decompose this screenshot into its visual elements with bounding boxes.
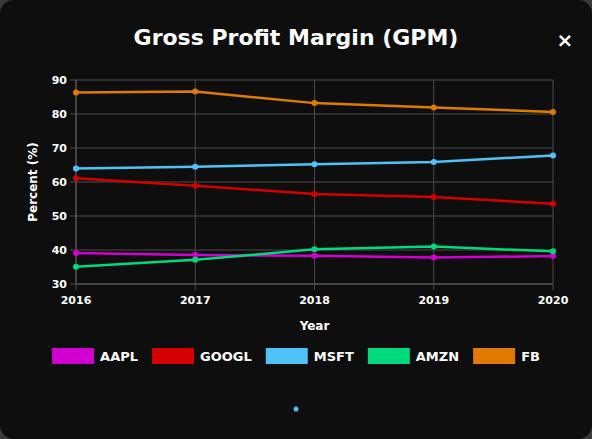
legend-label: MSFT bbox=[314, 349, 354, 364]
point bbox=[73, 175, 79, 181]
y-tick-label: 50 bbox=[52, 210, 68, 223]
y-tick-label: 40 bbox=[52, 244, 68, 257]
y-tick-label: 60 bbox=[52, 176, 68, 189]
series-line bbox=[76, 247, 553, 267]
y-grid bbox=[70, 148, 553, 149]
legend: AAPL GOOGL MSFT AMZN FB bbox=[52, 348, 540, 364]
point bbox=[312, 161, 318, 167]
point bbox=[431, 159, 437, 165]
point bbox=[431, 105, 437, 111]
point bbox=[550, 248, 556, 254]
point bbox=[192, 183, 198, 189]
x-tick-label: 2016 bbox=[61, 294, 92, 307]
y-tick-label: 80 bbox=[52, 108, 68, 121]
series-line bbox=[76, 155, 553, 168]
y-tick-label: 90 bbox=[52, 74, 68, 87]
x-tick-label: 2018 bbox=[299, 294, 330, 307]
pager-dot bbox=[294, 407, 299, 412]
x-tick-label: 2019 bbox=[418, 294, 449, 307]
legend-label: AAPL bbox=[100, 349, 138, 364]
point bbox=[73, 250, 79, 256]
legend-swatch bbox=[473, 348, 515, 364]
point bbox=[73, 90, 79, 96]
y-grid bbox=[70, 80, 553, 81]
point bbox=[192, 89, 198, 95]
y-grid bbox=[70, 284, 553, 285]
point bbox=[312, 253, 318, 259]
point bbox=[73, 264, 79, 270]
series-line bbox=[76, 92, 553, 112]
point bbox=[312, 246, 318, 252]
point bbox=[431, 194, 437, 200]
point bbox=[550, 152, 556, 158]
x-grid bbox=[76, 80, 77, 290]
x-axis-label: Year bbox=[299, 319, 330, 333]
plot-area bbox=[73, 89, 556, 270]
x-tick-label: 2020 bbox=[538, 294, 569, 307]
y-tick-label: 70 bbox=[52, 142, 68, 155]
legend-label: FB bbox=[521, 349, 540, 364]
legend-swatch bbox=[152, 348, 194, 364]
point bbox=[192, 164, 198, 170]
close-button[interactable]: × bbox=[557, 28, 574, 52]
series-line bbox=[76, 178, 553, 204]
chart: Gross Profit Margin (GPM) × 30 40 50 60 70 80 90… bbox=[0, 0, 592, 439]
x-axis bbox=[76, 284, 553, 285]
card bbox=[0, 0, 592, 439]
legend-swatch bbox=[52, 348, 94, 364]
y-axis-label: Percent (%) bbox=[26, 142, 40, 222]
y-grid bbox=[70, 216, 553, 217]
point bbox=[312, 191, 318, 197]
point bbox=[73, 165, 79, 171]
title: Gross Profit Margin (GPM) bbox=[134, 25, 459, 50]
y-grid bbox=[70, 114, 553, 115]
legend-swatch bbox=[368, 348, 410, 364]
point bbox=[550, 109, 556, 115]
y-tick-label: 30 bbox=[52, 278, 68, 291]
legend-swatch bbox=[266, 348, 308, 364]
legend-label: AMZN bbox=[416, 349, 459, 364]
point bbox=[550, 201, 556, 207]
point bbox=[312, 100, 318, 106]
point bbox=[431, 244, 437, 250]
point bbox=[431, 254, 437, 260]
point bbox=[192, 257, 198, 263]
x-tick-label: 2017 bbox=[180, 294, 211, 307]
legend-label: GOOGL bbox=[200, 349, 252, 364]
